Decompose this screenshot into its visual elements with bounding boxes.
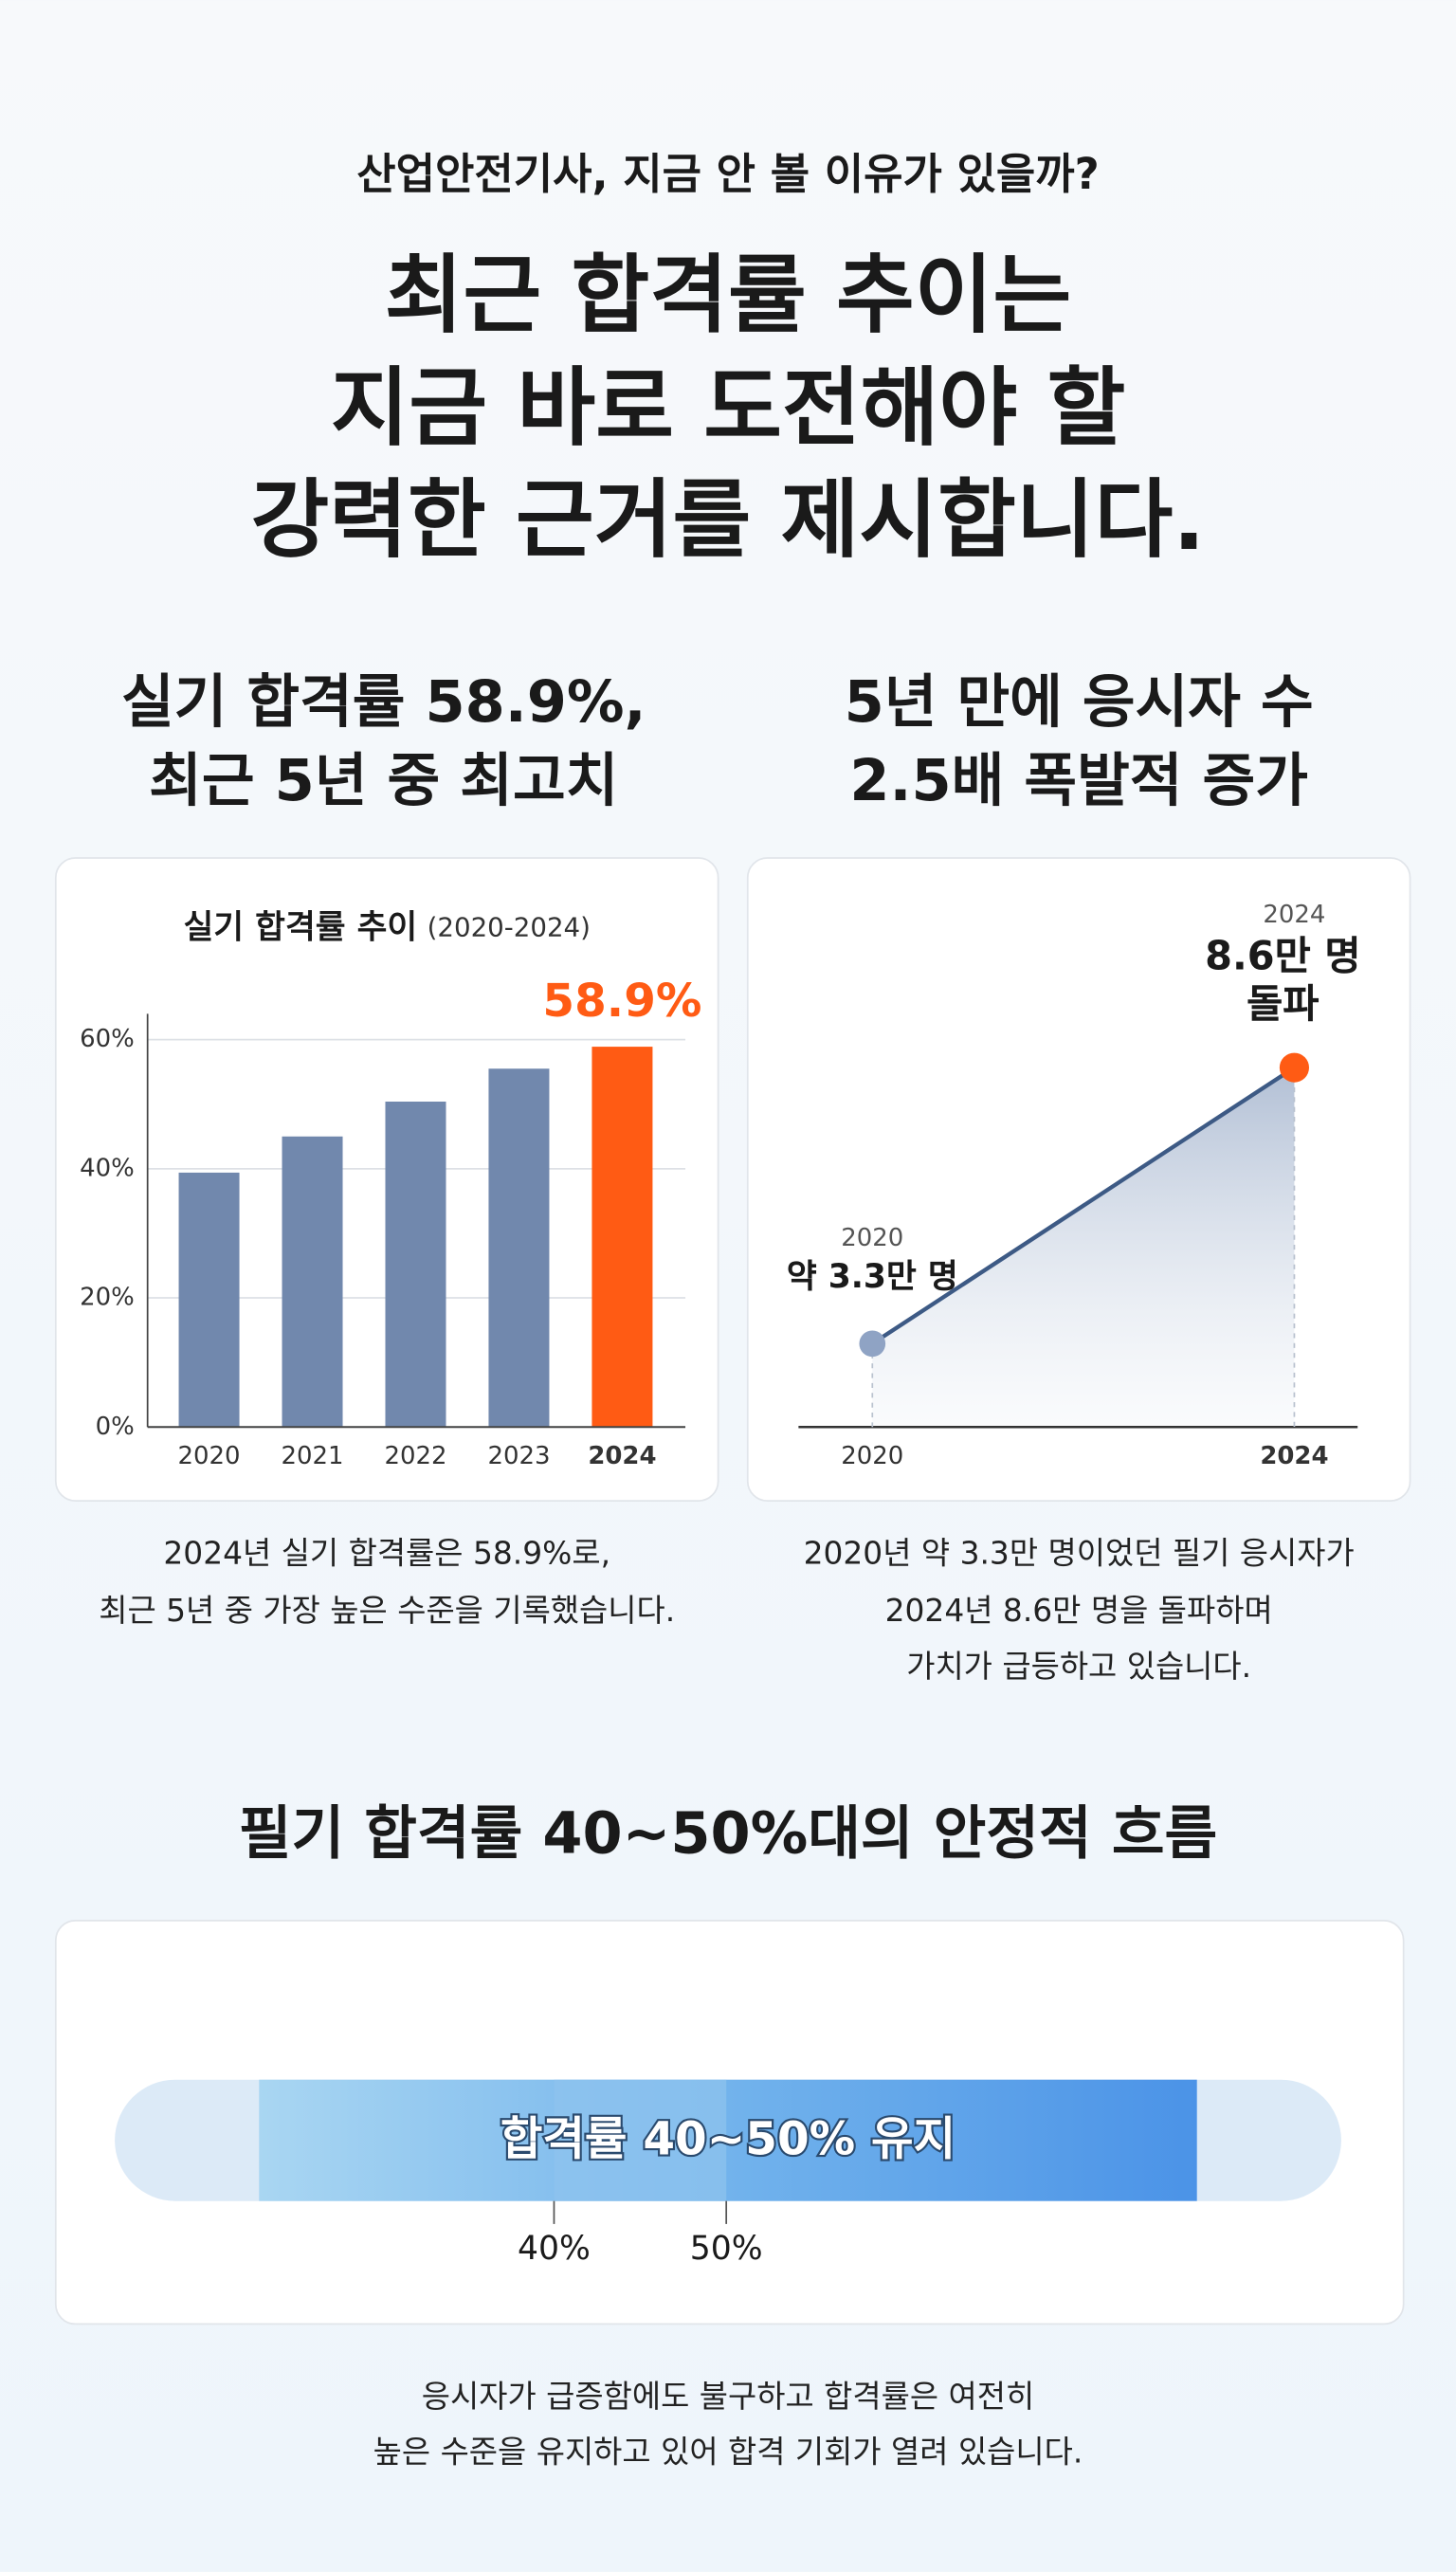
x-tick-label: 2020 (841, 1442, 903, 1470)
caption: 2020년 약 3.3만 명이었던 필기 응시자가 (804, 1535, 1355, 1572)
x-tick-label: 50% (690, 2230, 763, 2268)
point-label: 약 3.3만 명 (786, 1256, 958, 1297)
y-tick-label: 60% (80, 1025, 135, 1053)
point-year: 2020 (841, 1224, 903, 1252)
section-heading: 2.5배 폭발적 증가 (849, 748, 1308, 814)
chart-title: 실기 합격률 추이 (2020-2024) (183, 908, 590, 946)
y-tick-label: 0% (96, 1413, 135, 1441)
x-tick-label: 2021 (282, 1442, 344, 1470)
point-label-box: 약 3.3만 명 (786, 1256, 958, 1297)
point-label: 8.6만 명 돌파 (1205, 933, 1361, 1027)
line (871, 1066, 1296, 1346)
point (1279, 1052, 1310, 1083)
bar (282, 1136, 343, 1428)
section-heading: 최근 5년 중 최고치 (149, 748, 618, 814)
caption: 가치가 급등하고 있습니다. (906, 1648, 1251, 1685)
x-tick-label: 2024 (588, 1442, 656, 1470)
point (859, 1330, 886, 1358)
bar (178, 1172, 240, 1428)
area (872, 1067, 1295, 1428)
chart-subtitle: (2020-2024) (428, 911, 591, 942)
section-heading: 실기 합격률 58.9%, (121, 669, 646, 736)
value-label: 58.9% (542, 975, 701, 1028)
bar (385, 1101, 446, 1428)
title-line: 지금 바로 도전해야 할 (331, 359, 1126, 458)
x-tick-label: 2023 (487, 1442, 550, 1470)
y-tick-label: 20% (80, 1284, 135, 1312)
point-label-box: 8.6만 명 돌파 (1205, 933, 1361, 1027)
title-line: 강력한 근거를 제시합니다. (251, 471, 1206, 570)
point-year: 2024 (1263, 901, 1325, 929)
title-line: 최근 합격률 추이는 (385, 246, 1072, 345)
kicker: 산업안전기사, 지금 안 볼 이유가 있을까? (356, 149, 1099, 199)
section-heading: 5년 만에 응시자 수 (845, 669, 1314, 736)
caption: 높은 수준을 유지하고 있어 합격 기회가 열려 있습니다. (373, 2434, 1083, 2471)
chart-title-text: 실기 합격률 추이 (183, 908, 417, 946)
bar (488, 1068, 550, 1428)
bar (592, 1047, 653, 1428)
x-tick-label: 2022 (384, 1442, 446, 1470)
caption: 2024년 실기 합격률은 58.9%로, (163, 1535, 610, 1572)
caption: 최근 5년 중 가장 높은 수준을 기록했습니다. (99, 1592, 675, 1629)
range-label: 합격률 40~50% 유지 (500, 2112, 956, 2165)
x-tick-label: 40% (518, 2230, 591, 2268)
caption: 2024년 8.6만 명을 돌파하며 (885, 1592, 1273, 1629)
section-heading: 필기 합격률 40~50%대의 안정적 흐름 (239, 1800, 1217, 1867)
range-band (259, 2079, 1197, 2201)
caption: 응시자가 급증함에도 불구하고 합격률은 여전히 (422, 2378, 1034, 2415)
y-tick-label: 40% (80, 1154, 135, 1182)
x-tick-label: 2020 (178, 1442, 241, 1470)
range-highlight (554, 2079, 727, 2201)
x-tick-label: 2024 (1260, 1442, 1328, 1470)
